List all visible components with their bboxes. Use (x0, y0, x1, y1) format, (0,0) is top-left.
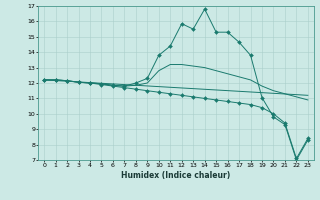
X-axis label: Humidex (Indice chaleur): Humidex (Indice chaleur) (121, 171, 231, 180)
